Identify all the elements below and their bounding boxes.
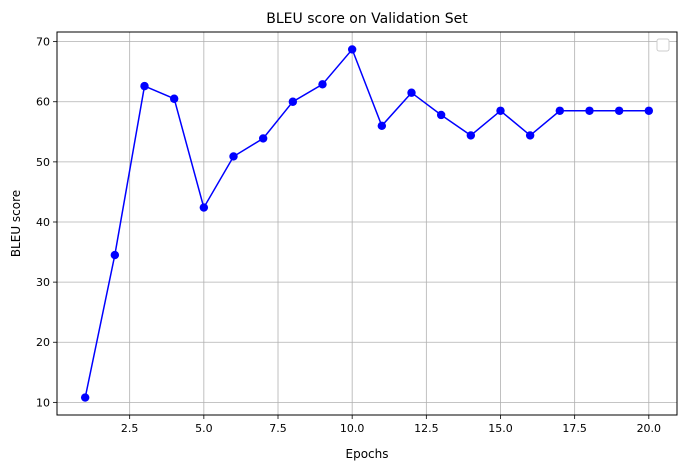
y-tick-label: 10 bbox=[36, 396, 50, 409]
data-point bbox=[258, 134, 268, 143]
plot-frame bbox=[56, 31, 678, 416]
y-axis-label: BLEU score bbox=[9, 190, 23, 257]
data-point bbox=[644, 106, 654, 115]
x-tick-label: 17.5 bbox=[562, 422, 587, 435]
x-axis-label: Epochs bbox=[346, 447, 389, 461]
data-point bbox=[140, 81, 149, 91]
x-tick-label: 12.5 bbox=[414, 422, 439, 435]
ticks: 2.5 5.0 7.5 10.0 12.5 15.0 17.5 20.0 10 20 30 40 50 6… bbox=[36, 36, 661, 435]
data-point bbox=[585, 106, 594, 115]
data-point bbox=[555, 106, 565, 115]
grid bbox=[57, 32, 677, 415]
data-point bbox=[199, 203, 209, 212]
data-point bbox=[288, 97, 298, 106]
data-point bbox=[407, 88, 416, 97]
y-tick-label: 60 bbox=[36, 96, 50, 109]
x-tick-label: 5.0 bbox=[195, 422, 213, 435]
data-point bbox=[229, 152, 238, 161]
data-point bbox=[496, 106, 505, 115]
y-tick-label: 40 bbox=[36, 216, 50, 229]
legend-box bbox=[656, 38, 670, 52]
chart-title: BLEU score on Validation Set bbox=[266, 11, 468, 27]
data-point bbox=[110, 250, 120, 260]
data-point bbox=[80, 393, 90, 402]
x-tick-label: 10.0 bbox=[340, 422, 365, 435]
data-point bbox=[614, 106, 624, 115]
data-point bbox=[436, 110, 446, 120]
x-tick-label: 7.5 bbox=[269, 422, 287, 435]
series-blue bbox=[80, 45, 654, 402]
series-line bbox=[84, 47, 649, 398]
y-tick-label: 70 bbox=[36, 36, 50, 49]
x-tick-label: 2.5 bbox=[121, 422, 139, 435]
x-tick-label: 20.0 bbox=[637, 422, 662, 435]
data-point bbox=[169, 94, 179, 103]
x-tick-label: 15.0 bbox=[488, 422, 513, 435]
data-point bbox=[347, 45, 357, 54]
y-tick-label: 30 bbox=[36, 276, 50, 289]
data-point bbox=[318, 80, 327, 89]
y-tick-label: 20 bbox=[36, 336, 50, 349]
data-point bbox=[525, 131, 535, 140]
y-tick-label: 50 bbox=[36, 156, 50, 169]
data-point bbox=[466, 131, 476, 140]
data-point bbox=[377, 121, 387, 130]
